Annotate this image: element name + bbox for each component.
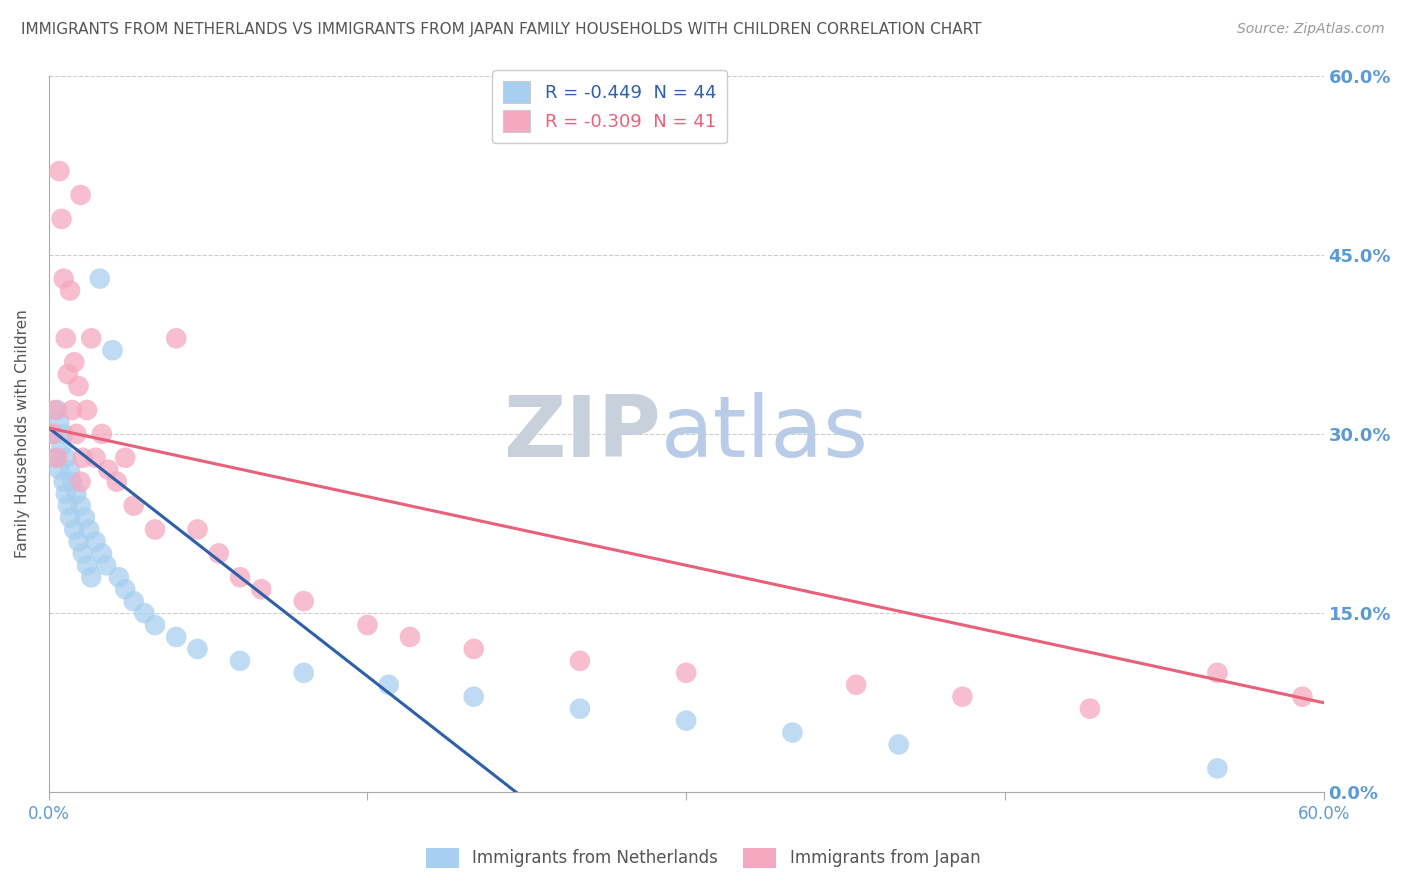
Point bbox=[122, 594, 145, 608]
Text: ZIP: ZIP bbox=[503, 392, 661, 475]
Point bbox=[356, 618, 378, 632]
Point bbox=[105, 475, 128, 489]
Point bbox=[69, 475, 91, 489]
Point bbox=[134, 606, 156, 620]
Text: IMMIGRANTS FROM NETHERLANDS VS IMMIGRANTS FROM JAPAN FAMILY HOUSEHOLDS WITH CHIL: IMMIGRANTS FROM NETHERLANDS VS IMMIGRANT… bbox=[21, 22, 981, 37]
Point bbox=[67, 379, 90, 393]
Point bbox=[208, 546, 231, 560]
Point bbox=[165, 331, 187, 345]
Point bbox=[59, 510, 82, 524]
Point bbox=[42, 426, 65, 441]
Point bbox=[63, 355, 86, 369]
Point bbox=[143, 523, 166, 537]
Point bbox=[399, 630, 422, 644]
Point bbox=[55, 486, 77, 500]
Point bbox=[52, 475, 75, 489]
Point bbox=[89, 271, 111, 285]
Point bbox=[186, 642, 208, 657]
Text: atlas: atlas bbox=[661, 392, 869, 475]
Point bbox=[56, 367, 79, 381]
Point bbox=[51, 211, 73, 226]
Legend: Immigrants from Netherlands, Immigrants from Japan: Immigrants from Netherlands, Immigrants … bbox=[419, 841, 987, 875]
Point bbox=[90, 426, 112, 441]
Point bbox=[1291, 690, 1313, 704]
Point bbox=[59, 284, 82, 298]
Point bbox=[46, 403, 69, 417]
Point bbox=[952, 690, 974, 704]
Point bbox=[46, 450, 69, 465]
Point bbox=[782, 725, 804, 739]
Point bbox=[65, 426, 87, 441]
Point bbox=[94, 558, 117, 573]
Point bbox=[675, 714, 697, 728]
Point bbox=[165, 630, 187, 644]
Point bbox=[65, 486, 87, 500]
Point bbox=[143, 618, 166, 632]
Point bbox=[69, 188, 91, 202]
Point bbox=[97, 463, 120, 477]
Point bbox=[63, 523, 86, 537]
Point bbox=[60, 403, 83, 417]
Point bbox=[77, 523, 100, 537]
Point bbox=[52, 271, 75, 285]
Point bbox=[887, 738, 910, 752]
Point bbox=[44, 450, 66, 465]
Point bbox=[463, 690, 485, 704]
Point bbox=[80, 570, 103, 584]
Point bbox=[250, 582, 273, 597]
Point bbox=[292, 665, 315, 680]
Point bbox=[51, 439, 73, 453]
Point bbox=[229, 654, 252, 668]
Point bbox=[1078, 701, 1101, 715]
Point bbox=[463, 642, 485, 657]
Point bbox=[568, 701, 591, 715]
Text: Source: ZipAtlas.com: Source: ZipAtlas.com bbox=[1237, 22, 1385, 37]
Point bbox=[42, 426, 65, 441]
Point bbox=[84, 534, 107, 549]
Point bbox=[292, 594, 315, 608]
Point bbox=[90, 546, 112, 560]
Point bbox=[186, 523, 208, 537]
Point bbox=[44, 403, 66, 417]
Point bbox=[60, 475, 83, 489]
Point bbox=[568, 654, 591, 668]
Point bbox=[48, 463, 70, 477]
Point bbox=[675, 665, 697, 680]
Legend: R = -0.449  N = 44, R = -0.309  N = 41: R = -0.449 N = 44, R = -0.309 N = 41 bbox=[492, 70, 727, 143]
Point bbox=[76, 403, 98, 417]
Point bbox=[377, 678, 399, 692]
Point bbox=[55, 450, 77, 465]
Point bbox=[69, 499, 91, 513]
Point bbox=[76, 558, 98, 573]
Point bbox=[55, 331, 77, 345]
Point bbox=[73, 510, 96, 524]
Point bbox=[114, 450, 136, 465]
Point bbox=[229, 570, 252, 584]
Point bbox=[1206, 665, 1229, 680]
Point bbox=[72, 546, 94, 560]
Point bbox=[101, 343, 124, 358]
Point bbox=[80, 331, 103, 345]
Y-axis label: Family Households with Children: Family Households with Children bbox=[15, 310, 30, 558]
Point bbox=[1206, 761, 1229, 775]
Point bbox=[56, 499, 79, 513]
Point bbox=[67, 534, 90, 549]
Point bbox=[59, 463, 82, 477]
Point bbox=[52, 426, 75, 441]
Point bbox=[122, 499, 145, 513]
Point bbox=[72, 450, 94, 465]
Point bbox=[48, 164, 70, 178]
Point bbox=[108, 570, 131, 584]
Point bbox=[84, 450, 107, 465]
Point bbox=[48, 415, 70, 429]
Point bbox=[845, 678, 868, 692]
Point bbox=[114, 582, 136, 597]
